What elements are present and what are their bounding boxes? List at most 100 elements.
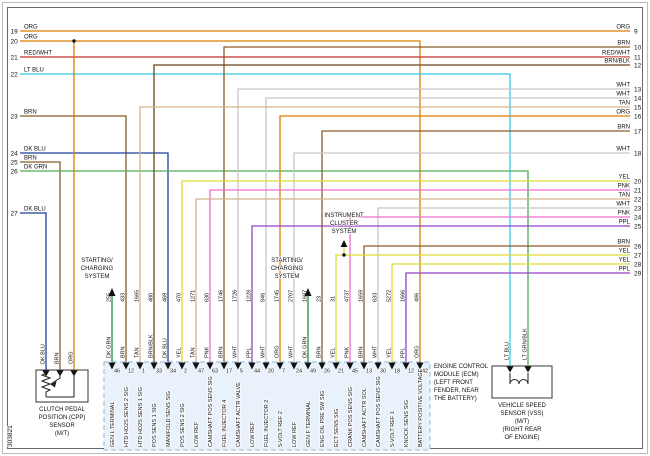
ecm-entry-arrow	[262, 362, 270, 370]
cpp-switch-symbol	[46, 371, 75, 398]
left-pin-wire-color: DK BLU	[24, 207, 46, 213]
right-pin-number: 28	[634, 262, 642, 269]
wire-color-label: LT BLU	[505, 342, 511, 360]
wire-color-label: BRN/BLK	[149, 334, 155, 358]
ecm-function-label: FUEL INJECTOR 4	[222, 400, 228, 447]
circuit-number: 5272	[387, 290, 393, 302]
ecm-entry-arrow	[276, 362, 284, 370]
vss-sensor-label: VEHICLE SPEED	[498, 403, 546, 409]
ecm-pin-number: 34	[170, 369, 176, 375]
ecm-entry-arrow	[178, 362, 186, 370]
circuit-number: 2707	[289, 290, 295, 302]
right-pin-wire-color: RED/WHT	[602, 51, 630, 57]
wire-color-label: ORG	[69, 351, 75, 364]
circuit-number: 1745	[275, 290, 281, 302]
ecm-pin-number: 21	[338, 369, 344, 375]
right-pin-wire-color: PPL	[619, 267, 631, 273]
right-pin-wire-color: WHT	[616, 92, 630, 98]
circuit-number: 470	[177, 293, 183, 302]
ecm-function-label: GEN F TERMINAL	[306, 401, 312, 447]
ecm-function-label: MANIFOLD SENS SIG	[166, 391, 172, 447]
right-pin-number: 17	[634, 129, 642, 136]
ecm-pin-number: 13	[366, 369, 372, 375]
ecm-function-label: 5-VOLT REF 2	[278, 411, 284, 447]
ecm-label: FENDER, NEAR	[434, 388, 479, 394]
ecm-box	[103, 361, 431, 451]
vss-sensor-label: SENSOR (VSS)	[500, 411, 543, 417]
ecm-function-label: ENG OIL PRE SW SIG	[320, 391, 326, 447]
right-pin-wire-color: WHT	[616, 83, 630, 89]
wire-r25-ppl-ecm	[251, 225, 630, 362]
instrument-cluster-system-label: SYSTEM	[332, 229, 357, 235]
wire-color-label: WHT	[261, 345, 267, 358]
vss-sensor-label: (RIGHT REAR	[503, 427, 543, 433]
wire-l25-brn-cpp	[20, 161, 61, 370]
ecm-entry-arrow	[290, 362, 298, 370]
left-pin-wire-color: ORG	[24, 35, 38, 41]
doc-number: 303821	[7, 425, 14, 447]
wire-color-label: WHT	[289, 345, 295, 358]
right-pin-wire-color: PNK	[618, 211, 630, 217]
ecm-function-label: LOW REF	[194, 421, 200, 447]
wire-l27-dkblu-cpp	[20, 212, 47, 370]
instrument-cluster-system-arrow	[340, 240, 348, 247]
ecm-pin-number: 63	[212, 369, 218, 375]
ecm-pin-number: 7	[282, 369, 285, 375]
ecm-pin-number: 26	[324, 369, 330, 375]
ecm-entry-arrow	[150, 362, 158, 370]
circuit-number: 846	[261, 293, 267, 302]
right-pin-wire-color: WHT	[616, 202, 630, 208]
starting-charging-system-2-arrow	[304, 288, 312, 296]
cpp-sensor-label: POSITION (CPP)	[39, 415, 86, 421]
wire-r27-yel-ecm	[335, 254, 630, 362]
circuit-number: 255	[107, 293, 113, 302]
right-pin-wire-color: YEL	[619, 258, 631, 264]
ecm-function-label: CAMSHAFT POS SENS SIG	[208, 376, 214, 447]
wire-l24-dkblu-ecm	[20, 152, 169, 362]
ecm-function-label: HTD HO2S SENS 1 SIG	[138, 387, 144, 447]
wire-color-label: BRN	[55, 352, 61, 364]
circuit-number: 4737	[345, 290, 351, 302]
cpp-sensor-label: SENSOR	[49, 423, 75, 429]
wire-color-label: PPL	[247, 348, 253, 358]
vss-coil-symbol	[518, 379, 529, 385]
wire-junction	[342, 253, 346, 257]
right-pin-wire-color: ORG	[616, 25, 630, 31]
wire-l23-brn-ecm	[20, 115, 127, 362]
wire-color-label: YEL	[387, 348, 393, 358]
cpp-sensor-label: CLUTCH PEDAL	[39, 407, 85, 413]
instrument-cluster-system-label: INSTRUMENT	[324, 213, 364, 219]
ecm-function-label: CAMSHAFT POS SENS SIG	[376, 376, 382, 447]
starting-charging-system-1-label: SYSTEM	[85, 274, 110, 280]
left-pin-number: 24	[11, 151, 19, 158]
right-pin-number: 16	[634, 114, 642, 121]
right-pin-wire-color: ORG	[616, 110, 630, 116]
right-pin-wire-color: PPL	[619, 220, 631, 226]
wire-r24-pnk-ecm	[349, 216, 630, 362]
wire-color-label: WHT	[373, 345, 379, 358]
circuit-number: 23	[317, 296, 323, 302]
wire-r28-yel-ecm	[391, 263, 630, 362]
ecm-pin-number: 24	[296, 369, 302, 375]
left-pin-wire-color: BRN	[24, 110, 37, 116]
right-pin-number: 26	[634, 244, 642, 251]
ecm-pin-number: 12	[128, 369, 134, 375]
left-pin-wire-color: DK GRN	[24, 165, 47, 171]
left-pin-wire-color: RED/WHT	[24, 51, 52, 57]
right-pin-wire-color: BRN	[617, 125, 630, 131]
left-pin-wire-color: BRN	[24, 156, 37, 162]
cpp-switch-symbol	[40, 371, 52, 397]
ecm-pin-number: 33	[156, 369, 162, 375]
wire-junction	[72, 39, 76, 43]
ecm-entry-arrow	[374, 362, 382, 370]
ecm-function-label: CRANK POS SENS SIG	[348, 387, 354, 447]
circuit-number: 469	[163, 293, 169, 302]
wire-color-label: BRN	[121, 346, 127, 358]
ecm-function-label: LOW REF	[250, 421, 256, 447]
right-pin-number: 14	[634, 96, 642, 103]
ecm-pin-number: 12	[408, 369, 414, 375]
ecm-function-label: HTD HO2S SENS 2 SIG	[124, 387, 130, 447]
ecm-pin-number: 5	[240, 369, 243, 375]
right-pin-number: 29	[634, 271, 642, 278]
